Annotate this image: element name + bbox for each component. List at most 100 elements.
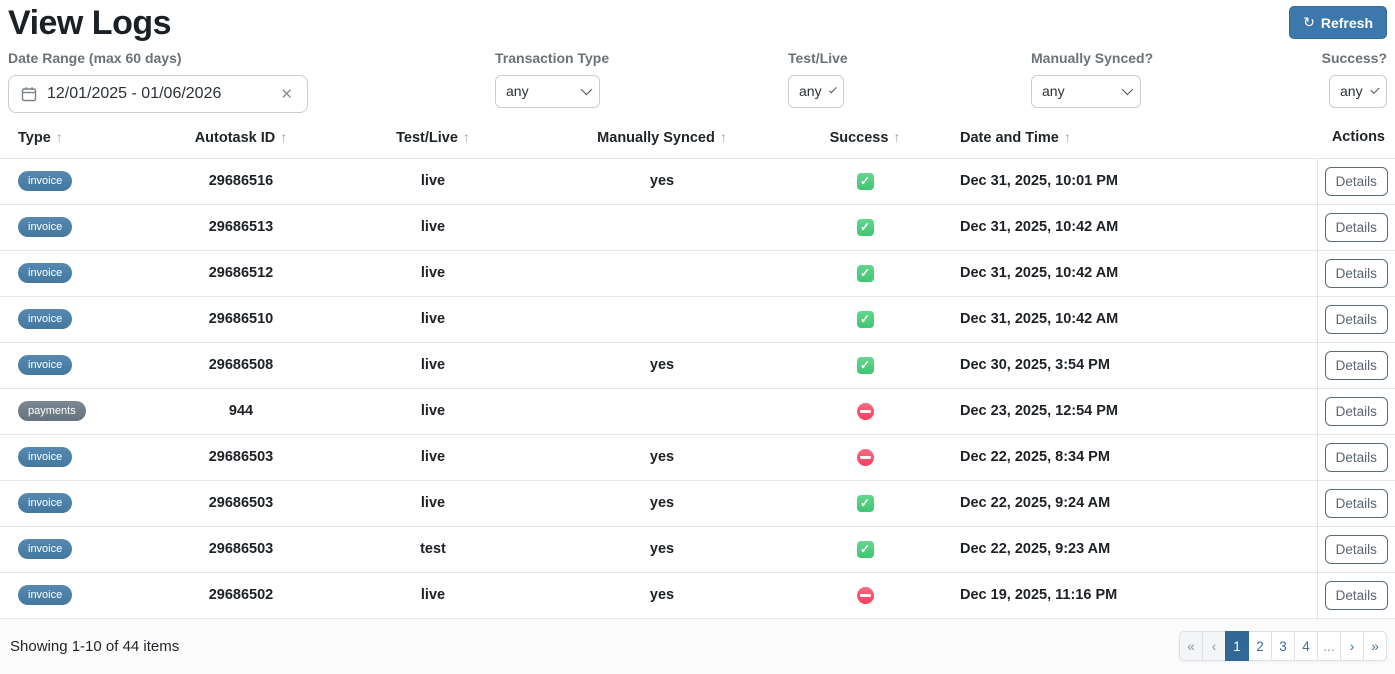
success-status-icon [856,448,874,466]
pagination-page-1[interactable]: 1 [1225,631,1249,662]
table-row: invoice 29686503 live yes Dec 22, 2025, … [0,433,1395,481]
details-button[interactable]: Details [1324,350,1388,380]
manually-synced-value: any [1042,83,1065,99]
type-badge: invoice [18,355,73,376]
autotask-id-cell: 944 [170,387,312,435]
table-row: invoice 29686516 live yes Dec 31, 2025, … [0,157,1395,205]
type-badge: invoice [18,263,73,284]
transaction-type-value: any [506,83,529,99]
autotask-id-cell: 29686502 [170,571,312,619]
filter-bar: Date Range (max 60 days) 12/01/2025 - 01… [0,50,1395,115]
transaction-type-select[interactable]: any [495,74,600,108]
datetime-cell: Dec 22, 2025, 9:23 AM [960,525,1317,573]
test-live-cell: live [312,479,554,527]
manually-synced-cell: yes [554,157,770,205]
pagination-last-button[interactable]: » [1363,631,1387,662]
manually-synced-select[interactable]: any [1031,74,1141,108]
details-button[interactable]: Details [1324,580,1388,610]
table-footer: Showing 1-10 of 44 items « ‹ 1 2 3 4 ...… [0,618,1395,674]
success-status-icon [856,586,874,604]
column-header-date-time[interactable]: Date and Time ↑ [960,123,1317,159]
manually-synced-cell [554,203,770,251]
autotask-id-cell: 29686508 [170,341,312,389]
details-button[interactable]: Details [1324,396,1388,426]
success-status-icon [856,172,874,190]
table-row: payments 944 live Dec 23, 2025, 12:54 PM… [0,387,1395,435]
success-status-icon [856,356,874,374]
column-label: Date and Time [960,129,1059,146]
refresh-icon: ↻ [1303,14,1315,30]
autotask-id-cell: 29686503 [170,525,312,573]
pagination-page-4[interactable]: 4 [1294,631,1318,662]
refresh-button[interactable]: ↻ Refresh [1289,6,1387,39]
column-label: Manually Synced [597,129,715,146]
success-value: any [1340,83,1363,99]
sort-asc-icon: ↑ [893,128,901,145]
test-live-select[interactable]: any [788,74,844,108]
pagination-page-3[interactable]: 3 [1271,631,1295,662]
details-button[interactable]: Details [1324,258,1388,288]
column-label: Test/Live [396,129,458,146]
test-live-cell: live [312,295,554,343]
success-status-icon [856,402,874,420]
test-live-cell: live [312,387,554,435]
column-label: Actions [1331,129,1385,146]
test-live-cell: live [312,249,554,297]
calendar-icon [21,86,37,101]
autotask-id-cell: 29686503 [170,433,312,481]
manually-synced-cell [554,387,770,435]
filter-date-range: Date Range (max 60 days) 12/01/2025 - 01… [8,50,308,113]
table-row: invoice 29686513 live Dec 31, 2025, 10:4… [0,203,1395,251]
details-button[interactable]: Details [1324,488,1388,518]
manually-synced-cell: yes [554,525,770,573]
datetime-cell: Dec 31, 2025, 10:42 AM [960,295,1317,343]
table-row: invoice 29686510 live Dec 31, 2025, 10:4… [0,295,1395,343]
autotask-id-cell: 29686513 [170,203,312,251]
table-header-row: Type ↑ Autotask ID ↑ Test/Live ↑ Manually S… [0,123,1395,159]
test-live-cell: test [312,525,554,573]
date-range-value: 12/01/2025 - 01/06/2026 [47,84,222,102]
datetime-cell: Dec 31, 2025, 10:42 AM [960,249,1317,297]
manually-synced-label: Manually Synced? [1031,49,1154,66]
datetime-cell: Dec 19, 2025, 11:16 PM [960,571,1317,619]
filter-manually-synced: Manually Synced? any [1031,50,1153,108]
success-label: Success? [1321,49,1387,66]
details-button[interactable]: Details [1324,304,1388,334]
table-row: invoice 29686503 live yes Dec 22, 2025, … [0,479,1395,527]
success-status-icon [856,218,874,236]
date-range-input[interactable]: 12/01/2025 - 01/06/2026 ✕ [8,74,308,113]
column-header-success[interactable]: Success ↑ [770,123,960,159]
details-button[interactable]: Details [1324,212,1388,242]
pagination-next-button[interactable]: › [1340,631,1364,662]
column-header-manually-synced[interactable]: Manually Synced ↑ [554,123,770,159]
type-badge: invoice [18,309,73,330]
test-live-cell: live [312,341,554,389]
filter-transaction-type: Transaction Type any [495,50,609,108]
column-label: Autotask ID [194,129,276,146]
pagination-page-2[interactable]: 2 [1248,631,1272,662]
manually-synced-cell: yes [554,571,770,619]
datetime-cell: Dec 30, 2025, 3:54 PM [960,341,1317,389]
pagination: « ‹ 1 2 3 4 ... › » [1179,631,1387,662]
details-button[interactable]: Details [1324,442,1388,472]
details-button[interactable]: Details [1324,534,1388,564]
pagination-first-button[interactable]: « [1179,631,1203,662]
column-label: Type [18,129,51,146]
table-row: invoice 29686503 test yes Dec 22, 2025, … [0,525,1395,573]
column-header-type[interactable]: Type ↑ [0,123,170,159]
pagination-prev-button[interactable]: ‹ [1202,631,1226,662]
test-live-value: any [799,83,822,99]
details-button[interactable]: Details [1324,166,1388,196]
results-summary: Showing 1-10 of 44 items [10,637,180,655]
column-header-autotask-id[interactable]: Autotask ID ↑ [170,123,312,159]
pagination-ellipsis[interactable]: ... [1317,631,1341,662]
success-status-icon [856,540,874,558]
type-badge: invoice [18,447,73,468]
clear-date-icon[interactable]: ✕ [280,85,293,103]
success-select[interactable]: any [1329,74,1387,108]
manually-synced-cell: yes [554,433,770,481]
manually-synced-cell [554,249,770,297]
date-range-label: Date Range (max 60 days) [8,49,182,66]
column-header-test-live[interactable]: Test/Live ↑ [312,123,554,159]
